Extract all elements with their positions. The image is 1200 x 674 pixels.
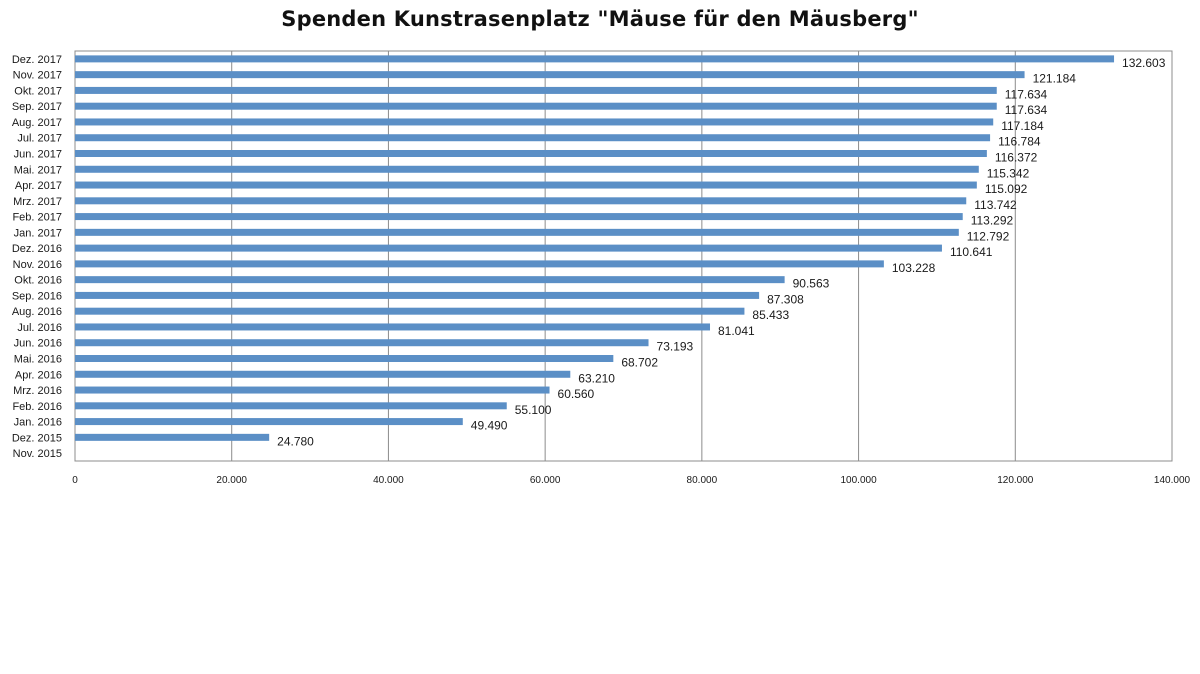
bar <box>75 165 979 173</box>
category-label: Feb. 2016 <box>12 401 62 413</box>
data-label: 90.563 <box>793 277 830 291</box>
data-label: 103.228 <box>892 261 936 275</box>
category-label: Apr. 2017 <box>15 180 62 192</box>
data-label: 113.742 <box>974 198 1017 212</box>
data-label: 117.184 <box>1001 119 1044 133</box>
category-label: Okt. 2016 <box>14 275 62 287</box>
bar <box>75 150 987 157</box>
category-label: Feb. 2017 <box>12 212 62 224</box>
data-label: 115.342 <box>987 166 1030 180</box>
bar <box>75 355 614 362</box>
category-label: Mrz. 2016 <box>13 385 62 397</box>
bar <box>75 244 942 252</box>
bar <box>75 86 997 94</box>
data-label: 55.100 <box>515 403 552 417</box>
data-label: 73.193 <box>657 340 694 354</box>
bar <box>75 291 760 299</box>
category-label: Sep. 2016 <box>12 290 62 302</box>
value-labels: 132.603121.184117.634117.634117.184116.7… <box>277 56 1166 448</box>
bar <box>75 197 967 205</box>
data-label: 110.641 <box>950 245 993 259</box>
category-label: Jul. 2016 <box>17 322 62 334</box>
data-label: 113.292 <box>971 214 1014 228</box>
bar <box>75 71 1025 79</box>
data-label: 117.634 <box>1005 87 1048 101</box>
category-label: Dez. 2017 <box>12 54 62 66</box>
data-label: 121.184 <box>1033 72 1077 86</box>
category-label: Nov. 2017 <box>13 70 62 82</box>
category-label: Apr. 2016 <box>15 369 62 381</box>
category-label: Nov. 2015 <box>13 448 62 460</box>
category-label: Dez. 2016 <box>12 243 62 255</box>
bar <box>75 307 745 315</box>
category-label: Jun. 2016 <box>14 338 62 350</box>
category-label: Mrz. 2017 <box>13 196 62 208</box>
data-label: 112.792 <box>967 229 1010 243</box>
category-label: Aug. 2017 <box>12 117 62 129</box>
category-label: Mai. 2016 <box>14 354 62 366</box>
data-label: 116.372 <box>995 151 1038 165</box>
bar <box>75 370 571 378</box>
category-label: Jan. 2016 <box>14 417 62 429</box>
x-tick-label: 60.000 <box>530 475 561 486</box>
bar <box>75 418 463 426</box>
bar <box>75 276 785 284</box>
category-label: Jan. 2017 <box>14 227 62 239</box>
bar <box>75 323 711 331</box>
data-label: 49.490 <box>471 419 508 433</box>
x-tick-label: 40.000 <box>373 475 404 486</box>
data-label: 115.092 <box>985 182 1028 196</box>
category-label: Okt. 2017 <box>14 85 62 97</box>
data-label: 132.603 <box>1122 56 1166 70</box>
category-label: Dez. 2015 <box>12 432 62 444</box>
bar <box>75 134 991 142</box>
category-label: Sep. 2017 <box>12 101 62 113</box>
category-labels: Dez. 2017 Nov. 2017 Okt. 2017 Sep. 2017 Aug.… <box>12 54 62 460</box>
bar <box>75 339 649 347</box>
data-label: 87.308 <box>767 292 804 306</box>
bar <box>75 433 270 441</box>
x-tick-label: 100.000 <box>840 475 877 486</box>
data-label: 60.560 <box>558 387 595 401</box>
bar <box>75 102 997 110</box>
data-label: 63.210 <box>578 371 615 385</box>
chart-title: Spenden Kunstrasenplatz "Mäuse für den M… <box>281 7 919 31</box>
category-label: Mai. 2017 <box>14 164 62 176</box>
bar <box>75 181 977 189</box>
x-tick-label: 0 <box>72 475 78 486</box>
data-label: 85.433 <box>752 308 789 322</box>
category-label: Jul. 2017 <box>17 133 62 145</box>
data-label: 68.702 <box>621 356 658 370</box>
bar <box>75 402 507 410</box>
bars <box>75 55 1115 441</box>
data-label: 24.780 <box>277 434 314 448</box>
category-label: Nov. 2016 <box>13 259 62 271</box>
bar <box>75 55 1115 63</box>
bar <box>75 118 994 126</box>
category-label: Aug. 2016 <box>12 306 62 318</box>
x-tick-label: 140.000 <box>1154 475 1191 486</box>
x-axis-ticks: 0 20.000 40.000 60.000 80.000 100.000 120.000 1… <box>72 475 1190 486</box>
x-tick-label: 120.000 <box>997 475 1034 486</box>
data-label: 116.784 <box>998 135 1041 149</box>
data-label: 81.041 <box>718 324 755 338</box>
bar <box>75 260 884 268</box>
bar <box>75 386 550 394</box>
x-tick-label: 20.000 <box>216 475 247 486</box>
data-label: 117.634 <box>1005 103 1048 117</box>
bar <box>75 228 959 236</box>
plot-area-frame <box>74 50 1173 462</box>
category-label: Jun. 2017 <box>14 149 62 161</box>
bar <box>75 213 963 221</box>
x-tick-label: 80.000 <box>687 475 718 486</box>
